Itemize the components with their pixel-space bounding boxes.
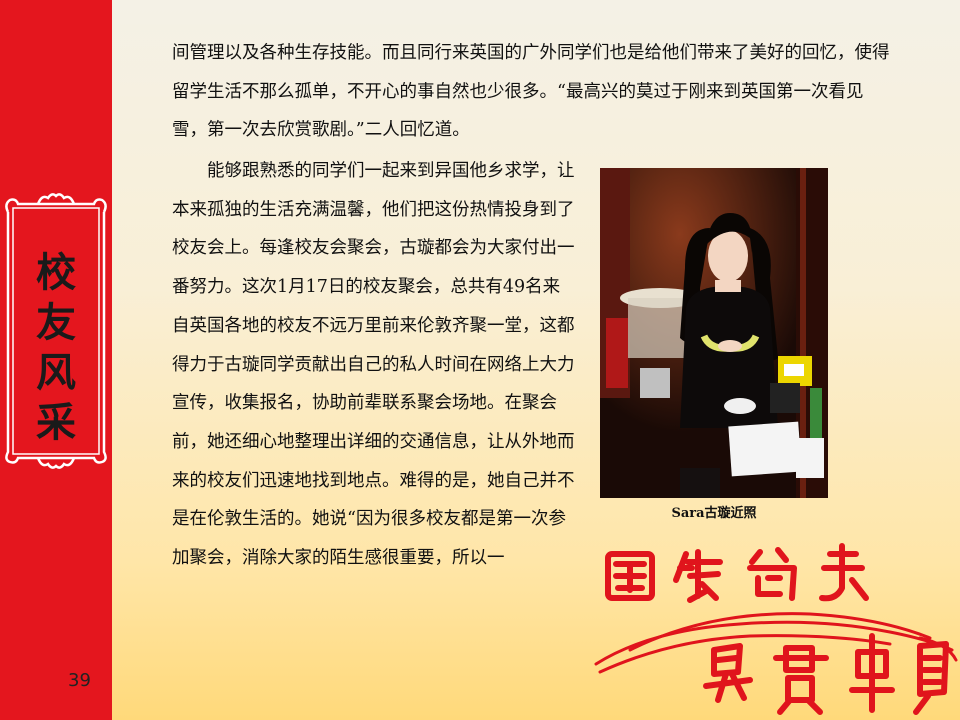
photo-illustration <box>600 168 828 498</box>
section-title: 校 友 风 采 <box>18 248 94 448</box>
decorative-frame <box>5 193 107 469</box>
section-title-char: 友 <box>36 300 76 346</box>
section-title-char: 采 <box>36 400 76 446</box>
article-paragraph-2: 能够跟熟悉的同学们一起来到异国他乡求学，让本来孤独的生活充满温馨，他们把这份热情… <box>172 161 575 569</box>
article-paragraph-1: 间管理以及各种生存技能。而且同行来英国的广外同学们也是给他们带来了美好的回忆，使… <box>172 43 890 141</box>
section-title-char: 风 <box>36 350 76 396</box>
calligraphy-seal-logo <box>594 543 958 715</box>
sidebar: 校 友 风 采 39 <box>0 0 112 720</box>
portrait-photo <box>600 168 828 498</box>
page-number: 39 <box>68 670 91 691</box>
section-title-char: 校 <box>36 250 76 296</box>
photo-caption: Sara古璇近照 <box>671 506 757 521</box>
